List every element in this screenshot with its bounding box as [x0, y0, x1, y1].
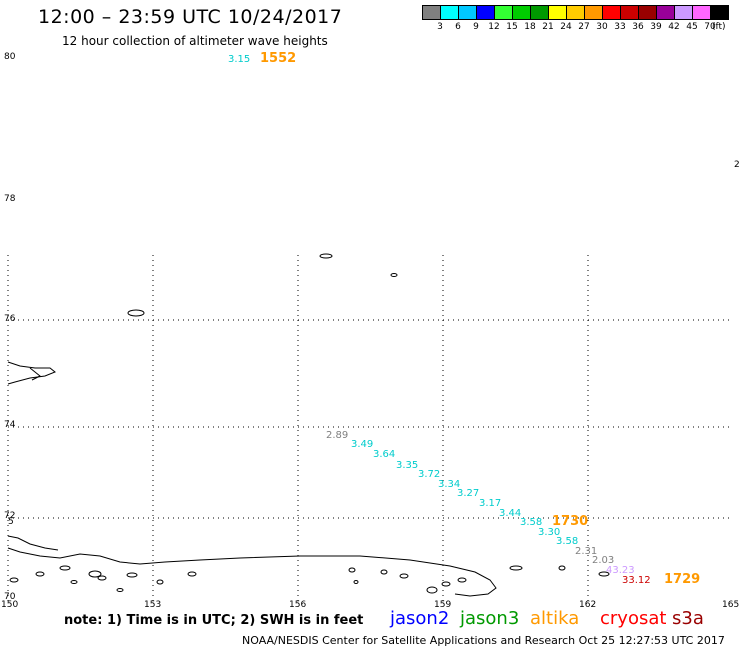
colorbar-label: 6: [455, 22, 461, 32]
obs-label: 2.03: [592, 555, 615, 566]
island-17: [457, 577, 467, 583]
coast-west-arm: [7, 361, 56, 385]
island-13: [380, 569, 388, 575]
obs-label: 2.89: [326, 430, 349, 441]
colorbar-label: 33: [614, 22, 626, 32]
obs-label: 3.34: [438, 479, 461, 490]
island-3: [390, 273, 398, 277]
island-18: [509, 565, 523, 571]
colorbar-swatch: [710, 5, 729, 20]
island-11: [348, 567, 356, 573]
obs-time-label: 1730: [552, 514, 589, 529]
colorbar-label: 70: [704, 22, 716, 32]
island-22: [70, 580, 78, 584]
y-tick-74: 74: [4, 420, 16, 430]
island-12: [353, 580, 359, 584]
colorbar-label: 12: [488, 22, 500, 32]
colorbar-label: 39: [650, 22, 662, 32]
satellite-cryosat: cryosat: [600, 608, 667, 629]
island-15: [426, 586, 438, 594]
island-19: [558, 565, 566, 571]
island-2: [319, 253, 333, 259]
grid-lines: [7, 255, 732, 605]
colorbar-label: 21: [542, 22, 554, 32]
obs-label: 43.23: [606, 565, 635, 576]
units-note: note: 1) Time is in UTC; 2) SWH is in fe…: [64, 613, 364, 628]
colorbar-label: 42: [668, 22, 680, 32]
island-16: [441, 581, 451, 587]
x-tick-150: 150: [1, 600, 19, 610]
credit-line: NOAA/NESDIS Center for Satellite Applica…: [242, 634, 725, 647]
obs-time-label: 1552: [260, 51, 297, 66]
coast-mainland: [7, 547, 497, 597]
satellite-jason2: jason2: [390, 608, 450, 629]
y-tick-76: 76: [4, 314, 16, 324]
y-tick-72: 72: [4, 511, 16, 521]
obs-label: 3.30: [538, 527, 561, 538]
obs-label: 3.49: [351, 439, 374, 450]
x-tick-156: 156: [289, 600, 307, 610]
obs-label: 3.58: [556, 536, 579, 547]
obs-label: 3.58: [520, 517, 543, 528]
island-10: [187, 571, 197, 577]
colorbar-label: 36: [632, 22, 644, 32]
obs-label: 3.27: [457, 488, 480, 499]
obs-label: 3.72: [418, 469, 441, 480]
coast-west-low: [7, 535, 59, 551]
colorbar-label: 18: [524, 22, 536, 32]
colorbar-units: (ft): [712, 22, 726, 32]
colorbar-label: 45: [686, 22, 698, 32]
colorbar-label: 24: [560, 22, 572, 32]
obs-label: 3.64: [373, 449, 396, 460]
colorbar-label: 3: [437, 22, 443, 32]
x-tick-162: 162: [579, 600, 597, 610]
island-5: [59, 565, 71, 571]
y-tick-80: 80: [4, 52, 16, 62]
coastline: [7, 253, 610, 597]
x-tick-159: 159: [434, 600, 452, 610]
y-tick-70: 70: [4, 592, 16, 602]
satellite-jason3: jason3: [460, 608, 520, 629]
island-6: [88, 570, 102, 578]
island-1: [127, 309, 145, 317]
colorbar-label: 9: [473, 22, 479, 32]
map-title: 12:00 – 23:59 UTC 10/24/2017: [38, 6, 343, 28]
edge-label-left: 5: [8, 517, 14, 527]
satellite-s3a: s3a: [672, 608, 704, 629]
coast-west-arm-2: [29, 367, 41, 381]
island-23: [116, 588, 124, 592]
map-subtitle: 12 hour collection of altimeter wave hei…: [62, 34, 328, 48]
y-tick-78: 78: [4, 194, 16, 204]
island-8: [126, 572, 138, 578]
obs-label: 3.17: [479, 498, 502, 509]
island-7: [97, 575, 107, 581]
island-4: [35, 571, 45, 577]
obs-label: 2.31: [575, 546, 598, 557]
colorbar-label: 15: [506, 22, 518, 32]
colorbar-label: 27: [578, 22, 590, 32]
obs-label: 3.35: [396, 460, 419, 471]
edge-label-right: 2: [734, 160, 740, 170]
obs-label: 33.12: [622, 575, 651, 586]
island-20: [598, 571, 610, 577]
satellite-altika: altika: [530, 608, 580, 629]
obs-label: 3.44: [499, 508, 522, 519]
island-21: [9, 577, 19, 583]
x-tick-153: 153: [144, 600, 162, 610]
obs-time-label: 1729: [664, 572, 701, 587]
colorbar-label: 30: [596, 22, 608, 32]
obs-label: 3.15: [228, 54, 251, 65]
island-9: [156, 579, 164, 585]
island-14: [399, 573, 409, 579]
x-tick-165: 165: [722, 600, 740, 610]
